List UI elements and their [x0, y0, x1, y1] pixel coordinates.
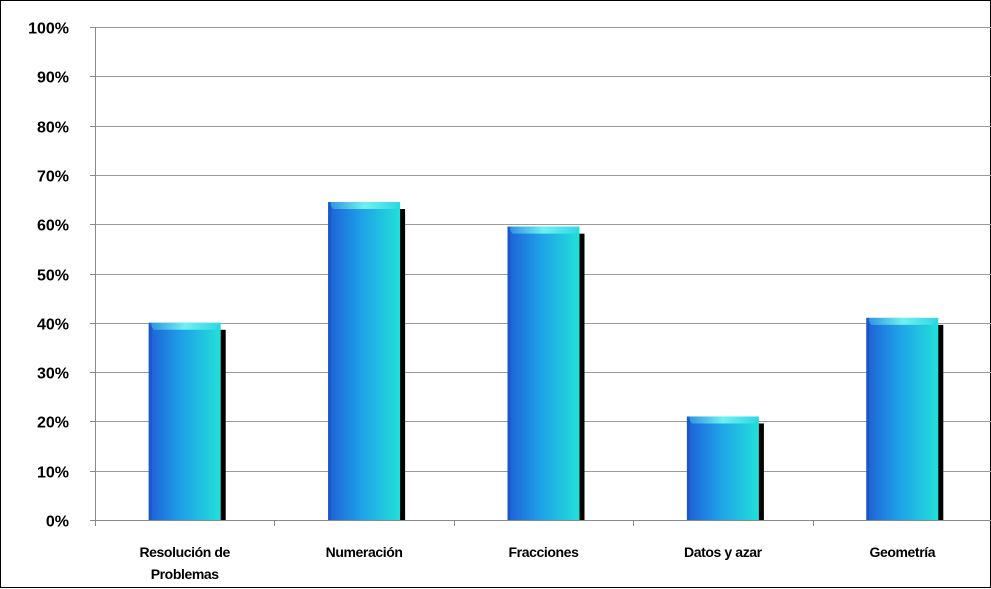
y-tick-label: 60%: [37, 218, 69, 235]
axes: [90, 27, 814, 526]
bar: [507, 226, 585, 521]
bar: [866, 317, 944, 520]
x-tick-label: Geometría: [869, 544, 935, 560]
x-tick-label: Resolución de Problemas: [139, 544, 230, 582]
bar-cap: [328, 202, 401, 210]
bar: [686, 416, 764, 520]
x-tick-label-line: Datos y azar: [684, 544, 763, 560]
bar-edge: [328, 202, 332, 520]
y-tick-label: 50%: [37, 268, 69, 285]
x-tick-label-line: Numeración: [326, 544, 403, 560]
x-tick-label-line: Fracciones: [509, 544, 580, 560]
bar-edge: [866, 317, 870, 520]
y-tick-label: 100%: [28, 21, 69, 38]
x-tick-label-line: Geometría: [869, 544, 935, 560]
y-tick-label: 70%: [37, 169, 69, 186]
y-tick-label: 20%: [37, 415, 69, 432]
bars: [148, 202, 944, 521]
bar-body: [148, 322, 221, 520]
bar-edge: [507, 226, 511, 521]
bar-cap: [686, 416, 759, 424]
y-tick-label: 10%: [37, 465, 69, 482]
bar-body: [866, 317, 939, 520]
bar-cap: [507, 226, 580, 234]
bar-edge: [686, 416, 690, 520]
bar-edge: [148, 322, 152, 520]
x-tick-label-line: Problemas: [151, 566, 220, 582]
bar-body: [686, 416, 759, 520]
labels: 0% 10% 20% 30% 40% 50% 60% 70% 80% 90% 100% Resoluc…: [28, 21, 936, 583]
x-tick-label-line: Resolución de: [139, 544, 230, 560]
bar-cap: [148, 322, 221, 330]
y-tick-label: 40%: [37, 317, 69, 334]
y-tick-label: 90%: [37, 70, 69, 87]
bar-body: [507, 226, 580, 521]
bar: [148, 322, 226, 520]
bar: [328, 202, 406, 520]
y-tick-label: 0%: [46, 514, 69, 531]
x-tick-label: Datos y azar: [684, 544, 763, 560]
x-tick-label: Fracciones: [509, 544, 580, 560]
bar-cap: [866, 317, 939, 325]
x-tick-label: Numeración: [326, 544, 403, 560]
y-tick-label: 80%: [37, 120, 69, 137]
y-tick-label: 30%: [37, 366, 69, 383]
bar-body: [328, 202, 401, 520]
